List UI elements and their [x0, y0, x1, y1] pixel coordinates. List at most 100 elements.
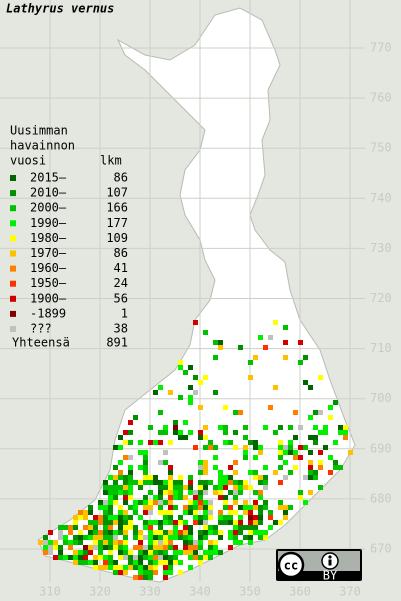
observation-square: [148, 540, 153, 545]
observation-square: [148, 545, 153, 550]
observation-square: [198, 540, 203, 545]
observation-square: [148, 520, 153, 525]
observation-square: [138, 530, 143, 535]
observation-square: [343, 435, 348, 440]
observation-square: [108, 495, 113, 500]
observation-square: [333, 465, 338, 470]
observation-square: [138, 480, 143, 485]
observation-square: [108, 565, 113, 570]
observation-square: [293, 450, 298, 455]
observation-square: [203, 510, 208, 515]
observation-square: [98, 515, 103, 520]
observation-square: [328, 405, 333, 410]
observation-square: [123, 525, 128, 530]
observation-square: [173, 530, 178, 535]
observation-square: [108, 560, 113, 565]
observation-square: [153, 530, 158, 535]
observation-square: [188, 555, 193, 560]
observation-square: [288, 445, 293, 450]
observation-square: [93, 565, 98, 570]
observation-square: [323, 445, 328, 450]
observation-square: [113, 520, 118, 525]
observation-square: [93, 555, 98, 560]
observation-square: [143, 480, 148, 485]
observation-square: [198, 495, 203, 500]
legend-count: 86: [114, 246, 128, 260]
observation-square: [188, 395, 193, 400]
observation-square: [178, 490, 183, 495]
legend-swatch: [10, 280, 16, 287]
observation-square: [118, 505, 123, 510]
axis-label: 770: [370, 41, 392, 55]
observation-square: [168, 390, 173, 395]
observation-square: [203, 530, 208, 535]
observation-square: [158, 530, 163, 535]
observation-square: [273, 385, 278, 390]
observation-square: [268, 510, 273, 515]
observation-square: [128, 550, 133, 555]
observation-square: [148, 555, 153, 560]
observation-square: [118, 570, 123, 575]
observation-square: [198, 530, 203, 535]
observation-square: [278, 450, 283, 455]
observation-square: [223, 480, 228, 485]
observation-square: [113, 475, 118, 480]
observation-square: [263, 530, 268, 535]
observation-square: [128, 440, 133, 445]
observation-square: [158, 505, 163, 510]
observation-square: [173, 490, 178, 495]
observation-square: [253, 470, 258, 475]
observation-square: [168, 490, 173, 495]
observation-square: [243, 450, 248, 455]
observation-square: [143, 505, 148, 510]
observation-square: [203, 470, 208, 475]
observation-square: [108, 505, 113, 510]
observation-square: [338, 465, 343, 470]
observation-square: [308, 415, 313, 420]
observation-square: [83, 560, 88, 565]
observation-square: [233, 500, 238, 505]
observation-square: [123, 490, 128, 495]
observation-square: [153, 565, 158, 570]
observation-square: [93, 535, 98, 540]
observation-square: [83, 515, 88, 520]
observation-square: [283, 515, 288, 520]
observation-square: [303, 500, 308, 505]
legend-label: 1900–: [30, 291, 67, 305]
observation-square: [203, 425, 208, 430]
observation-square: [208, 480, 213, 485]
observation-square: [118, 490, 123, 495]
observation-square: [78, 530, 83, 535]
observation-square: [108, 490, 113, 495]
observation-square: [113, 495, 118, 500]
observation-square: [78, 560, 83, 565]
observation-square: [173, 420, 178, 425]
country-outline: [37, 7, 356, 583]
observation-square: [178, 560, 183, 565]
observation-square: [198, 505, 203, 510]
observation-square: [223, 405, 228, 410]
observation-square: [203, 330, 208, 335]
observation-square: [173, 550, 178, 555]
observation-square: [123, 440, 128, 445]
observation-square: [218, 340, 223, 345]
observation-square: [173, 480, 178, 485]
legend-count: 166: [106, 201, 128, 215]
legend-swatch: [10, 295, 16, 302]
observation-square: [198, 435, 203, 440]
observation-square: [278, 455, 283, 460]
observation-square: [273, 430, 278, 435]
observation-square: [178, 570, 183, 575]
observation-square: [218, 490, 223, 495]
observation-square: [98, 530, 103, 535]
observation-square: [278, 445, 283, 450]
axis-label: 340: [189, 585, 211, 599]
observation-square: [233, 470, 238, 475]
observation-square: [198, 470, 203, 475]
observation-square: [138, 555, 143, 560]
observation-square: [193, 515, 198, 520]
observation-square: [198, 490, 203, 495]
observation-square: [148, 535, 153, 540]
observation-square: [93, 545, 98, 550]
observation-square: [48, 540, 53, 545]
